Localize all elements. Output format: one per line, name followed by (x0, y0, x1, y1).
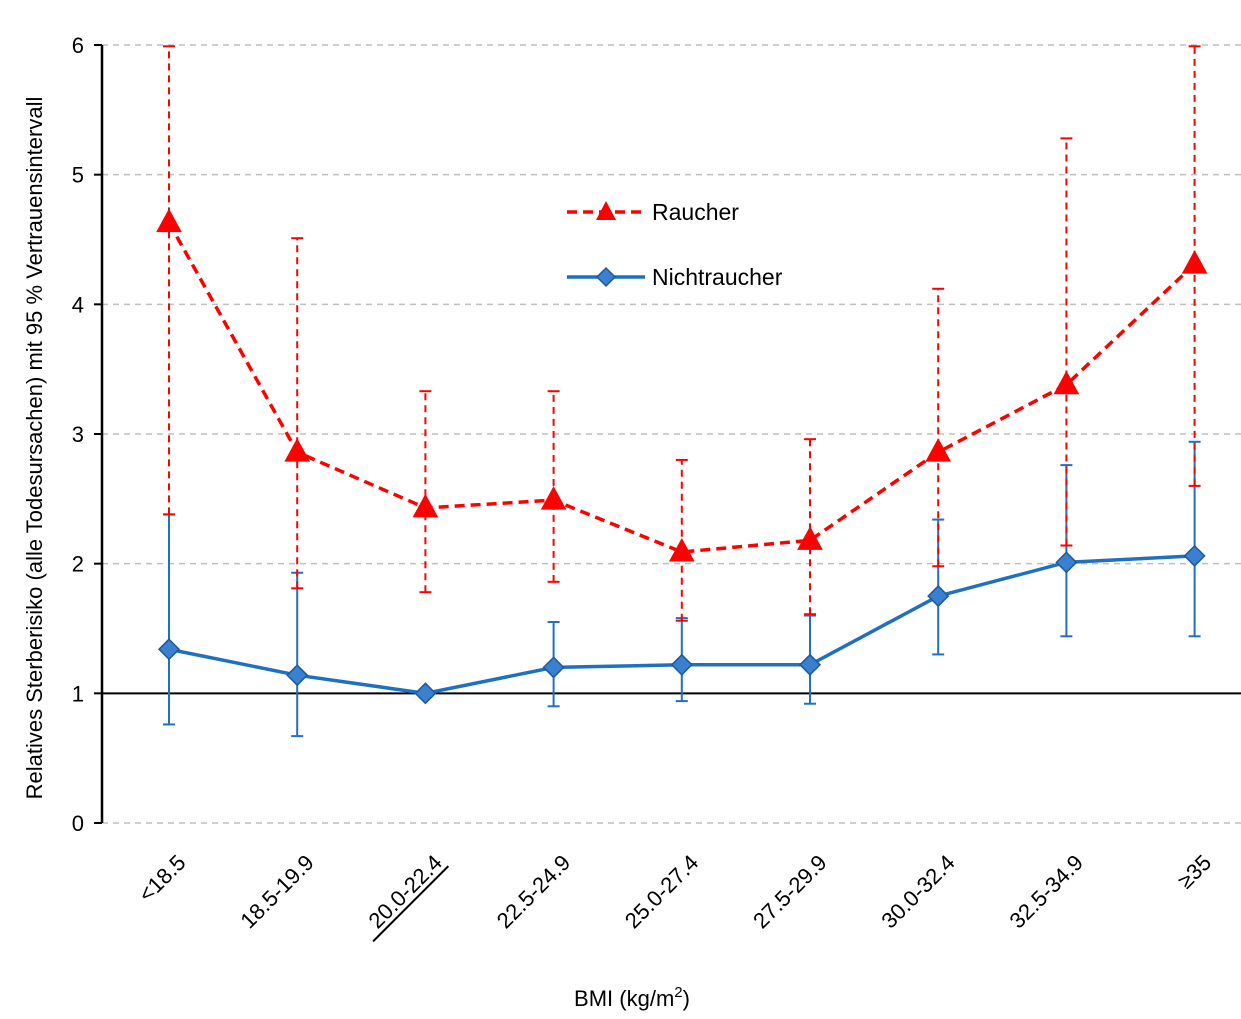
x-tick-label-5: 27.5-29.9 (748, 850, 831, 933)
error-bar-raucher-0 (163, 45, 175, 516)
error-bar-raucher-2 (419, 390, 432, 594)
y-tick-label-1: 1 (72, 681, 84, 706)
x-tick-label-4: 25.0-27.4 (620, 850, 703, 933)
series-line-raucher (167, 221, 1196, 554)
grid-lines (102, 44, 1241, 824)
error-bar-raucher-6 (932, 287, 945, 568)
point-raucher-5 (797, 526, 823, 550)
x-tick-label-8: ≥35 (1173, 850, 1217, 894)
y-tick-label-6: 6 (72, 33, 84, 58)
point-nichtraucher-8 (1183, 544, 1206, 567)
axes (94, 44, 104, 824)
error-bar-nichtraucher-8 (1188, 440, 1201, 638)
y-tick-labels: 0 1 2 3 4 5 6 (72, 33, 84, 836)
error-bar-raucher-1 (291, 237, 304, 590)
x-tick-label-7: 32.5-34.9 (1005, 850, 1088, 933)
legend-marker-nichtraucher (595, 266, 617, 288)
x-axis-title-close: ) (683, 986, 690, 1011)
x-axis-title-base: BMI (kg/m (574, 986, 674, 1011)
point-nichtraucher-3 (542, 656, 565, 679)
legend-marker-raucher (596, 201, 616, 220)
legend-label-raucher: Raucher (652, 199, 739, 225)
y-tick-label-2: 2 (72, 552, 84, 577)
point-nichtraucher-1 (286, 664, 309, 687)
series-raucher (156, 45, 1208, 622)
point-raucher-8 (1181, 250, 1208, 274)
error-bar-raucher-7 (1060, 137, 1073, 547)
point-raucher-2 (412, 493, 439, 518)
y-tick-label-4: 4 (72, 292, 84, 317)
x-tick-label-3: 22.5-24.9 (492, 850, 575, 933)
point-raucher-6 (925, 438, 952, 462)
error-bar-nichtraucher-1 (291, 571, 304, 738)
point-raucher-1 (284, 438, 311, 462)
point-nichtraucher-5 (798, 653, 822, 676)
y-tick-label-5: 5 (72, 163, 84, 188)
legend-item-nichtraucher: Nichtraucher (567, 264, 783, 290)
x-axis-title: BMI (kg/m2) (574, 984, 690, 1011)
point-nichtraucher-6 (927, 585, 950, 608)
legend-label-nichtraucher: Nichtraucher (652, 264, 783, 290)
x-tick-labels: <18.5 18.5-19.9 20.0-22.4 22.5-24.9 25.0-27.… (133, 850, 1217, 943)
reference-category-underline (372, 865, 450, 943)
point-nichtraucher-2 (414, 682, 437, 705)
point-raucher-3 (540, 486, 567, 510)
error-bar-raucher-4 (675, 458, 688, 622)
point-nichtraucher-0 (157, 638, 181, 661)
point-raucher-7 (1053, 370, 1080, 395)
x-tick-label-6: 30.0-32.4 (876, 850, 959, 933)
x-tick-label-2: 20.0-22.4 (364, 850, 447, 933)
point-raucher-4 (668, 537, 695, 562)
y-axis-title: Relatives Sterberisiko (alle Todesursach… (22, 97, 47, 800)
point-nichtraucher-4 (670, 653, 693, 676)
y-tick-label-0: 0 (72, 811, 84, 836)
x-axis-title-superscript: 2 (674, 984, 682, 1001)
legend: Raucher Nichtraucher (567, 199, 783, 290)
error-bar-raucher-3 (547, 390, 560, 583)
point-nichtraucher-7 (1055, 551, 1078, 574)
y-tick-label-3: 3 (72, 422, 84, 447)
point-raucher-0 (156, 208, 182, 233)
x-tick-label-0: <18.5 (133, 850, 190, 907)
series-layer (156, 45, 1208, 738)
x-tick-label-1: 18.5-19.9 (235, 850, 318, 933)
legend-item-raucher: Raucher (567, 199, 739, 225)
